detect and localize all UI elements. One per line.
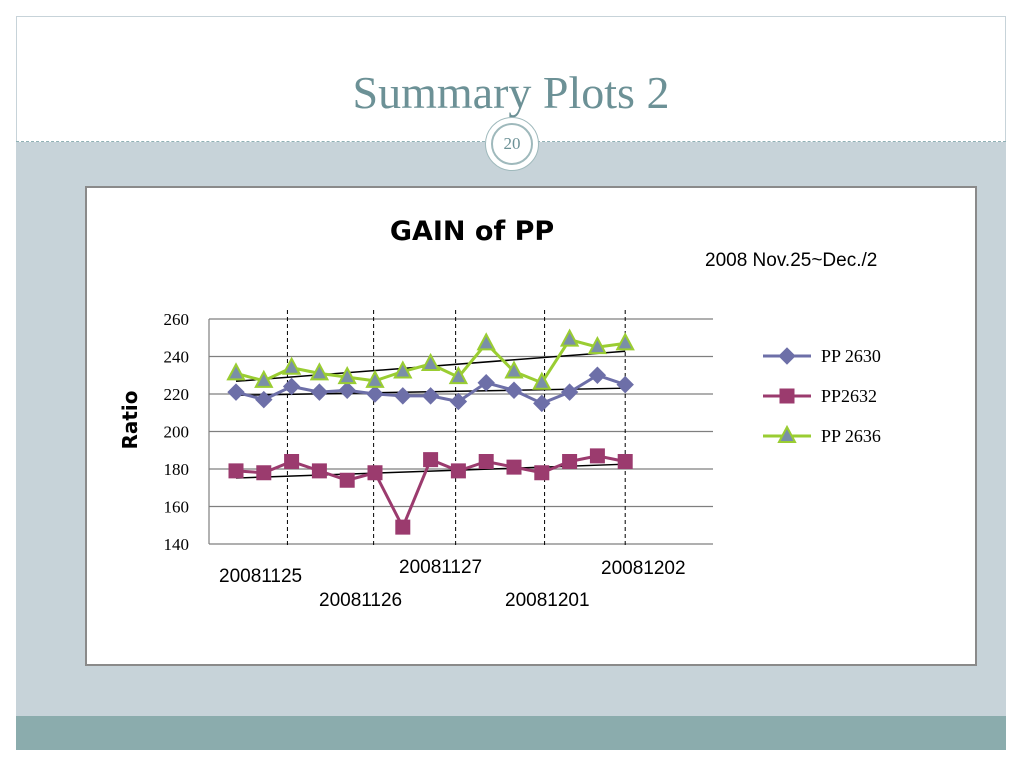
series-0-point-9 [477, 374, 495, 392]
series-0-point-12 [560, 383, 579, 401]
series-2-point-12 [559, 328, 580, 347]
series-2-point-8 [448, 366, 469, 385]
series-1-point-10 [506, 459, 522, 475]
series-1-point-14 [617, 454, 633, 469]
series-2-point-13 [587, 336, 608, 355]
series-1-point-13 [589, 448, 605, 464]
legend-label-0: PP 2630 [821, 346, 881, 366]
series-1-point-5 [367, 465, 383, 481]
series-2-point-5 [365, 369, 385, 388]
series-2-point-10 [504, 360, 524, 379]
y-tick-label-160: 160 [164, 498, 190, 517]
date-label-20081126: 20081126 [319, 590, 403, 611]
series-2-point-9 [476, 332, 496, 351]
slide-title: Summary Plots 2 [352, 67, 670, 118]
page-number-badge: 20 [485, 117, 539, 171]
series-1-point-6 [395, 519, 411, 535]
y-tick-label-220: 220 [164, 385, 190, 404]
chart-subtitle: 2008 Nov.25~Dec./2 [705, 250, 878, 271]
series-0-point-6 [394, 387, 412, 405]
date-label-20081125: 20081125 [219, 566, 303, 587]
footer-bar [16, 716, 1006, 750]
chart-title: GAIN of PP [389, 216, 555, 247]
legend-marker-0 [778, 347, 796, 365]
chart-frame: 140 160 180 200 220 240 260 PP 2630 PP2632 PP 263… [85, 186, 977, 666]
series-0-point-5 [366, 385, 384, 403]
date-label-20081201: 20081201 [505, 590, 590, 611]
series-0-point-4 [338, 381, 356, 399]
series-0-point-0 [227, 383, 245, 401]
series-0-point-13 [588, 366, 607, 384]
series-0-point-11 [533, 394, 551, 413]
series-1-point-9 [478, 454, 494, 469]
series-1-point-1 [256, 465, 272, 481]
series-2-point-14 [615, 332, 635, 351]
y-tick-label-180: 180 [164, 460, 190, 479]
series-1-point-4 [339, 472, 355, 488]
y-tick-label-200: 200 [164, 423, 190, 442]
series-0-point-3 [310, 383, 329, 401]
series-1-point-11 [534, 465, 550, 481]
series-2-point-6 [393, 360, 413, 379]
y-tick-label-140: 140 [164, 535, 190, 554]
series-0-point-2 [282, 377, 301, 396]
series-0-point-10 [505, 381, 523, 399]
date-label-20081202: 20081202 [601, 558, 686, 579]
series-1-point-8 [450, 463, 466, 479]
series-2-point-3 [309, 362, 330, 381]
series-1-point-0 [228, 463, 244, 479]
series-0-point-1 [255, 390, 273, 409]
series-2-point-1 [254, 369, 274, 388]
legend-label-2: PP 2636 [821, 426, 881, 446]
y-tick-label-240: 240 [164, 348, 190, 367]
legend-label-1: PP2632 [821, 386, 877, 406]
series-1-point-3 [311, 463, 327, 479]
legend-marker-2 [777, 424, 797, 443]
series-0-point-14 [616, 375, 634, 394]
series-2-point-2 [281, 356, 302, 375]
y-tick-label-260: 260 [164, 310, 190, 329]
date-label-20081127: 20081127 [399, 557, 483, 578]
series-2-point-0 [226, 362, 246, 381]
series-2-point-7 [420, 352, 441, 371]
series-0-point-8 [449, 392, 468, 411]
series-1-point-7 [423, 452, 439, 468]
series-1-point-2 [284, 454, 300, 469]
series-2-point-11 [532, 371, 552, 390]
series-1-point-12 [562, 454, 578, 469]
legend-marker-1 [779, 388, 795, 404]
y-axis-label: Ratio [118, 390, 142, 450]
series-0-point-7 [421, 387, 440, 405]
title-area: Summary Plots 2 [16, 16, 1006, 142]
page-number: 20 [491, 123, 533, 165]
series-2-point-4 [337, 366, 357, 385]
chart-canvas: 140 160 180 200 220 240 260 PP 2630 PP2632 PP 263… [164, 310, 881, 554]
